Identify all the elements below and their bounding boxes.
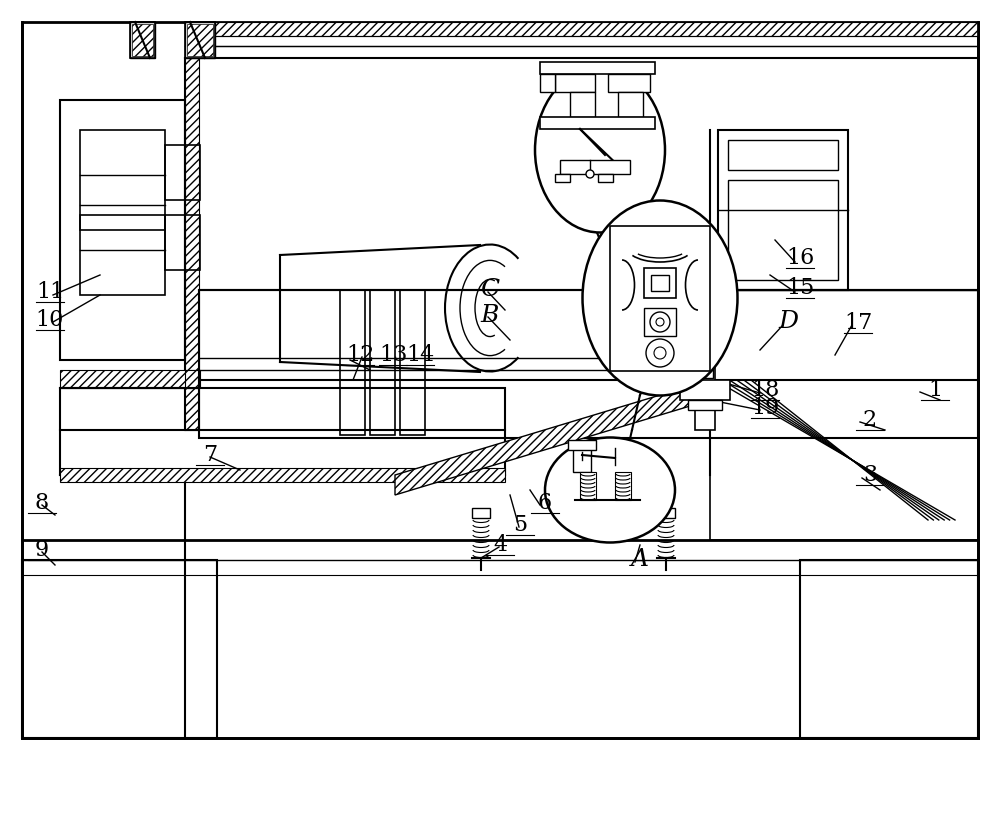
Bar — [185, 22, 215, 58]
Text: D: D — [778, 311, 798, 334]
Text: 9: 9 — [35, 539, 49, 561]
Text: 16: 16 — [786, 247, 814, 269]
Bar — [185, 58, 199, 430]
Text: 12: 12 — [346, 344, 374, 366]
Bar — [80, 215, 165, 295]
Bar — [165, 145, 200, 200]
Polygon shape — [187, 24, 213, 56]
Text: 14: 14 — [406, 344, 434, 366]
Bar — [680, 380, 730, 400]
Text: 15: 15 — [786, 277, 814, 299]
Bar — [728, 140, 838, 170]
Bar — [60, 100, 185, 360]
Text: 1: 1 — [928, 379, 942, 401]
Circle shape — [646, 339, 674, 367]
Polygon shape — [132, 24, 153, 56]
Text: 10: 10 — [36, 309, 64, 331]
Text: 4: 4 — [493, 534, 507, 556]
Bar — [540, 74, 555, 92]
Bar — [540, 117, 655, 129]
Bar — [644, 308, 676, 336]
Bar — [698, 355, 713, 365]
Text: 7: 7 — [203, 444, 217, 466]
Bar — [657, 508, 675, 518]
Circle shape — [656, 318, 664, 326]
Bar — [573, 442, 591, 472]
Text: 6: 6 — [538, 492, 552, 514]
Polygon shape — [130, 22, 155, 58]
Bar — [165, 215, 200, 270]
Bar — [800, 560, 978, 738]
Text: C: C — [480, 278, 500, 301]
Bar — [651, 275, 669, 291]
Bar — [130, 22, 155, 58]
Bar — [185, 370, 199, 388]
Circle shape — [650, 312, 670, 332]
Ellipse shape — [535, 68, 665, 232]
Text: 17: 17 — [844, 312, 872, 334]
Text: 19: 19 — [751, 397, 779, 419]
Text: 3: 3 — [863, 464, 877, 486]
Bar — [555, 174, 570, 182]
Bar — [60, 370, 200, 388]
Bar — [340, 290, 365, 435]
Bar — [540, 62, 655, 74]
Text: 18: 18 — [751, 379, 779, 401]
Bar — [22, 560, 217, 738]
Bar — [700, 325, 712, 350]
Text: 8: 8 — [35, 492, 49, 514]
Bar — [695, 340, 715, 430]
Bar — [728, 180, 838, 280]
Bar — [688, 400, 722, 410]
Bar — [560, 160, 630, 174]
Bar — [618, 92, 643, 117]
Bar — [610, 226, 710, 371]
Bar — [608, 74, 650, 92]
Bar — [570, 92, 595, 117]
Bar — [472, 508, 490, 518]
Bar — [22, 22, 978, 738]
Text: 2: 2 — [863, 409, 877, 431]
Text: B: B — [481, 303, 499, 326]
Bar — [568, 440, 596, 450]
Bar — [185, 22, 978, 36]
Bar — [400, 290, 425, 435]
Text: 11: 11 — [36, 281, 64, 303]
Text: A: A — [631, 548, 649, 572]
Circle shape — [654, 347, 666, 359]
Bar — [615, 472, 631, 500]
Text: 5: 5 — [513, 514, 527, 536]
Bar — [80, 130, 165, 230]
Polygon shape — [185, 22, 215, 58]
Polygon shape — [395, 380, 710, 495]
Bar — [199, 290, 978, 438]
Bar — [555, 74, 595, 92]
Ellipse shape — [545, 438, 675, 543]
Bar — [598, 174, 613, 182]
Ellipse shape — [582, 201, 738, 396]
Bar — [185, 36, 978, 46]
Bar — [60, 388, 505, 475]
Bar — [698, 368, 713, 378]
Circle shape — [586, 170, 594, 178]
Bar — [580, 472, 596, 500]
Bar — [370, 290, 395, 435]
Bar — [644, 268, 676, 298]
Bar — [60, 468, 505, 482]
Text: 13: 13 — [379, 344, 407, 366]
Bar — [718, 130, 848, 290]
